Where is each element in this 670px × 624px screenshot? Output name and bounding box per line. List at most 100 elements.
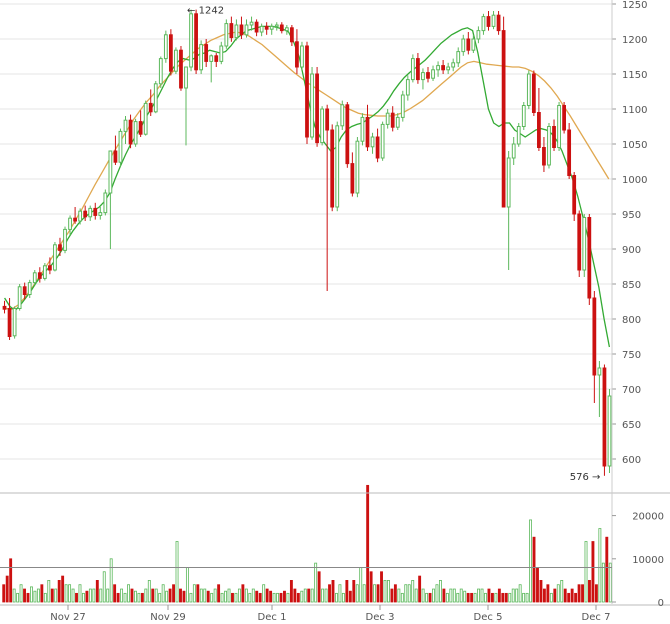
candle-up — [340, 104, 345, 127]
volume-bar-down — [317, 571, 321, 603]
volume-bar-down — [130, 588, 134, 603]
volume-bar-up — [598, 528, 602, 603]
volume-bar-down — [501, 592, 505, 603]
volume-bar-up — [560, 580, 564, 603]
volume-bar-down — [591, 541, 595, 603]
volume-bar-down — [345, 580, 349, 603]
volume-bar-up — [286, 592, 290, 603]
volume-bar-down — [206, 590, 210, 603]
candle-up — [32, 272, 37, 284]
volume-bar-up — [362, 584, 366, 603]
candle-up — [461, 38, 466, 53]
volume-bar-down — [594, 584, 598, 603]
candle-up — [300, 45, 304, 68]
candle-down — [572, 175, 577, 215]
candle-up — [380, 123, 385, 159]
volume-bar-up — [99, 588, 103, 603]
volume-bar-down — [40, 584, 44, 603]
volume-bar-up — [251, 588, 255, 603]
candle-down — [537, 112, 541, 148]
price-tick-label: 600 — [622, 455, 641, 466]
candle-down — [531, 73, 536, 113]
candle-up — [284, 27, 289, 32]
candle-down — [22, 286, 27, 295]
volume-bar-up — [404, 584, 408, 603]
candle-down — [168, 34, 173, 72]
volume-bar-up — [549, 592, 553, 603]
volume-bar-up — [373, 584, 377, 603]
candle-up — [189, 13, 193, 68]
price-tick-label: 950 — [622, 210, 641, 221]
volume-bar-up — [359, 567, 363, 603]
volume-bar-down — [380, 571, 383, 603]
candle-up — [446, 66, 451, 71]
x-tick-label: Nov 29 — [150, 612, 185, 623]
candle-up — [360, 116, 365, 142]
volume-bar-up — [445, 592, 449, 603]
volume-bar-down — [348, 590, 352, 603]
candle-down — [562, 105, 566, 131]
price-tick-label: 900 — [622, 245, 641, 256]
candle-up — [219, 45, 224, 62]
volume-bar-down — [57, 580, 61, 603]
volume-bar-down — [466, 592, 470, 603]
candle-up — [274, 24, 279, 27]
price-tick-label: 1150 — [622, 70, 647, 81]
volume-bar-up — [400, 592, 404, 603]
volume-tick-label: 10000 — [632, 555, 664, 566]
volume-bar-down — [269, 590, 273, 603]
candle-up — [400, 94, 405, 118]
x-tick-label: Dec 5 — [474, 612, 503, 623]
volume-bar-up — [78, 584, 82, 603]
candle-down — [138, 121, 143, 135]
candle-down — [486, 16, 491, 27]
volume-bar-up — [82, 592, 85, 603]
candle-up — [68, 217, 72, 230]
candle-down — [602, 367, 607, 467]
candle-up — [234, 24, 239, 39]
volume-bar-down — [255, 590, 259, 603]
candle-up — [451, 62, 456, 68]
candle-down — [441, 65, 446, 71]
x-tick-label: Dec 7 — [582, 612, 611, 623]
candle-down — [330, 129, 335, 208]
candle-down — [345, 104, 350, 165]
volume-bar-up — [109, 558, 113, 603]
candle-up — [12, 308, 17, 337]
volume-bar-down — [75, 592, 78, 603]
candle-up — [53, 244, 57, 271]
volume-bar-down — [393, 584, 397, 603]
price-tick-label: 1000 — [622, 175, 647, 186]
volume-bar-up — [480, 588, 484, 603]
volume-bar-up — [19, 584, 23, 603]
volume-bar-down — [352, 580, 356, 603]
volume-bar-down — [328, 584, 331, 603]
volume-bar-up — [341, 592, 345, 603]
volume-bar-up — [33, 590, 37, 603]
x-tick-label: Dec 3 — [366, 612, 395, 623]
volume-bar-up — [556, 584, 560, 603]
volume-bar-up — [192, 584, 196, 603]
candle-up — [108, 150, 113, 194]
volume-bar-up — [16, 592, 20, 603]
candle-up — [123, 119, 128, 132]
volume-bar-up — [220, 592, 224, 603]
candle-up — [184, 66, 188, 89]
volume-bar-up — [133, 590, 137, 603]
volume-bar-down — [442, 588, 446, 603]
volume-bar-down — [428, 592, 432, 603]
volume-bar-down — [26, 592, 30, 603]
volume-bar-up — [213, 588, 217, 603]
volume-bar-up — [175, 541, 179, 603]
candle-up — [385, 112, 390, 125]
volume-bar-up — [88, 588, 92, 603]
volume-bar-down — [504, 592, 508, 603]
candle-up — [158, 58, 163, 85]
volume-bar-up — [199, 588, 203, 603]
volume-bar-up — [127, 584, 130, 603]
candle-down — [37, 272, 42, 279]
volume-bar-up — [158, 592, 162, 603]
volume-bar-down — [470, 592, 474, 603]
volume-bar-up — [161, 584, 165, 603]
volume-bar-down — [588, 580, 591, 603]
